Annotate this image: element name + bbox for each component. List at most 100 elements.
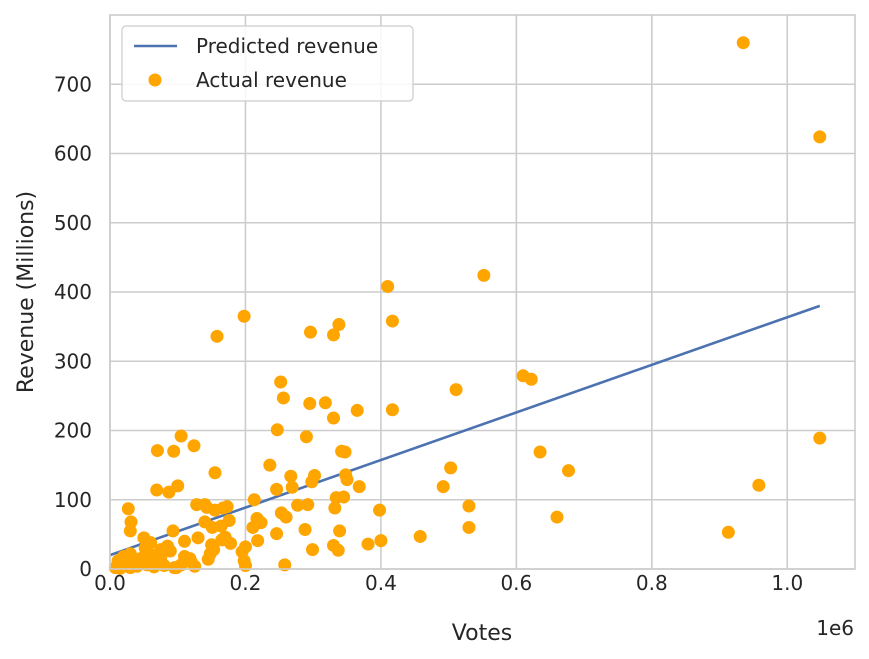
- actual-revenue-point: [178, 534, 191, 548]
- actual-revenue-point: [208, 466, 222, 480]
- actual-revenue-point: [279, 510, 293, 524]
- actual-revenue-point: [187, 439, 201, 453]
- actual-revenue-point: [361, 537, 375, 551]
- actual-revenue-point: [373, 503, 387, 517]
- actual-revenue-point: [305, 475, 319, 489]
- x-axis-offset-label: 1e6: [816, 616, 854, 640]
- actual-revenue-point: [413, 529, 427, 543]
- actual-revenue-point: [274, 375, 288, 389]
- actual-revenue-point: [123, 524, 137, 538]
- actual-revenue-point: [251, 534, 265, 548]
- actual-revenue-point: [166, 524, 180, 538]
- actual-revenue-point: [201, 552, 215, 566]
- x-tick-label: 0.6: [500, 571, 532, 595]
- legend-label-actual: Actual revenue: [196, 68, 347, 92]
- actual-revenue-point: [183, 552, 197, 566]
- x-tick-labels: 0.0 0.2 0.4 0.6 0.8 1.0: [94, 571, 803, 595]
- actual-revenue-point: [163, 544, 177, 558]
- actual-revenue-point: [237, 309, 251, 323]
- plot-frame: [109, 14, 856, 570]
- y-tick-label: 600: [54, 142, 92, 166]
- actual-revenue-point: [562, 464, 576, 478]
- y-axis-label: Revenue (Millions): [14, 191, 39, 393]
- grid: [109, 15, 855, 570]
- actual-revenue-point: [298, 523, 312, 537]
- actual-revenue-point: [449, 383, 463, 397]
- actual-revenue-point: [220, 500, 234, 514]
- actual-points-layer: [108, 36, 827, 575]
- actual-revenue-point: [306, 543, 320, 557]
- actual-revenue-point: [318, 396, 332, 410]
- actual-revenue-point: [477, 268, 491, 282]
- actual-revenue-point: [550, 510, 564, 524]
- actual-revenue-point: [150, 444, 164, 458]
- actual-revenue-point: [276, 391, 290, 405]
- y-tick-label: 300: [54, 349, 92, 373]
- actual-revenue-point: [210, 329, 224, 343]
- actual-revenue-point: [327, 411, 340, 425]
- actual-revenue-point: [285, 480, 299, 494]
- actual-revenue-point: [533, 445, 547, 459]
- actual-revenue-point: [301, 498, 315, 512]
- y-tick-label: 200: [54, 419, 92, 443]
- actual-revenue-point: [327, 328, 340, 342]
- legend-label-predicted: Predicted revenue: [196, 34, 378, 58]
- actual-revenue-point: [270, 423, 284, 437]
- actual-revenue-point: [721, 525, 735, 539]
- actual-revenue-point: [169, 561, 183, 575]
- actual-revenue-point: [167, 444, 181, 458]
- actual-revenue-point: [462, 499, 476, 513]
- actual-revenue-point: [381, 279, 395, 293]
- actual-revenue-point: [332, 318, 346, 332]
- actual-revenue-point: [340, 473, 354, 487]
- x-tick-label: 0.2: [230, 571, 262, 595]
- actual-revenue-point: [813, 130, 827, 144]
- actual-revenue-point: [736, 36, 750, 50]
- actual-revenue-point: [284, 469, 298, 483]
- actual-revenue-point: [462, 520, 476, 534]
- predicted-line-layer: [109, 304, 821, 557]
- actual-revenue-point: [524, 372, 538, 386]
- predicted-revenue-line: [109, 304, 821, 557]
- actual-revenue-point: [331, 543, 345, 557]
- actual-revenue-point: [191, 531, 205, 545]
- legend-point-swatch: [148, 73, 162, 87]
- actual-revenue-point: [352, 480, 366, 494]
- actual-revenue-point: [174, 429, 188, 443]
- actual-revenue-point: [374, 534, 388, 548]
- actual-revenue-point: [350, 403, 364, 417]
- actual-revenue-point: [337, 490, 351, 504]
- actual-revenue-point: [444, 461, 458, 475]
- actual-revenue-point: [328, 501, 342, 515]
- actual-revenue-point: [303, 325, 317, 339]
- actual-revenue-point: [246, 520, 260, 534]
- actual-revenue-point: [270, 527, 284, 541]
- actual-revenue-point: [813, 431, 827, 445]
- legend: Predicted revenue Actual revenue: [121, 25, 414, 102]
- actual-revenue-point: [303, 396, 317, 410]
- actual-revenue-point: [121, 502, 135, 516]
- actual-revenue-point: [147, 560, 161, 574]
- actual-revenue-point: [752, 478, 766, 492]
- legend-box: [121, 25, 414, 102]
- y-tick-label: 500: [54, 211, 92, 235]
- actual-revenue-point: [145, 548, 159, 562]
- actual-revenue-point: [136, 555, 150, 569]
- actual-revenue-point: [150, 483, 164, 497]
- x-tick-label: 1.0: [771, 571, 803, 595]
- actual-revenue-point: [385, 403, 399, 417]
- y-tick-label: 0: [79, 557, 92, 581]
- y-tick-label: 100: [54, 488, 92, 512]
- x-axis-label: Votes: [452, 621, 512, 646]
- actual-revenue-point: [263, 458, 277, 472]
- actual-revenue-point: [436, 480, 450, 494]
- actual-revenue-point: [333, 524, 347, 538]
- actual-revenue-point: [278, 558, 292, 572]
- actual-revenue-point: [385, 314, 399, 328]
- y-tick-label: 700: [54, 72, 92, 96]
- actual-revenue-point: [338, 445, 352, 459]
- x-tick-label: 0.8: [636, 571, 668, 595]
- y-tick-labels: 0 100 200 300 400 500 600 700: [54, 72, 92, 581]
- x-tick-label: 0.0: [94, 571, 126, 595]
- actual-revenue-point: [214, 519, 228, 533]
